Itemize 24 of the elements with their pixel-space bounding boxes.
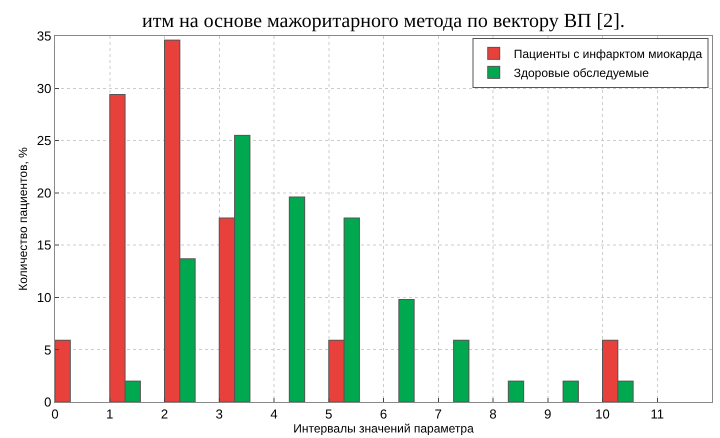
- y-tick-label: 5: [44, 342, 52, 358]
- y-tick-label: 25: [36, 133, 52, 148]
- y-tick-label: 15: [36, 238, 52, 253]
- x-tick-label: 4: [270, 406, 278, 422]
- x-tick-label: 11: [650, 406, 664, 422]
- y-tick-label: 10: [36, 290, 52, 305]
- x-tick-label: 1: [106, 406, 114, 422]
- y-axis-title: Количество пациентов, %: [16, 146, 30, 291]
- y-tick-label: 30: [36, 80, 52, 96]
- x-tick-label: 6: [380, 406, 388, 422]
- y-tick-label: 20: [36, 185, 52, 200]
- y-tick-label: 0: [44, 394, 52, 410]
- x-tick-label: 5: [325, 406, 332, 422]
- legend-label: Здоровые обследуемые: [514, 66, 650, 80]
- x-axis-title: Интервалы значений параметра: [293, 422, 474, 436]
- x-tick-label: 7: [434, 406, 442, 422]
- x-tick-label: 10: [595, 406, 610, 422]
- x-tick-label: 3: [216, 406, 223, 422]
- y-tick-label: 35: [36, 28, 52, 44]
- text: итм на основе мажоритарного метода по вектору ВП [2].: [142, 10, 625, 32]
- x-tick-label: 8: [489, 406, 497, 422]
- legend-label: Пациенты с инфарктом миокарда: [514, 47, 702, 62]
- x-tick-label: 2: [160, 406, 168, 422]
- x-tick-label: 9: [544, 406, 552, 422]
